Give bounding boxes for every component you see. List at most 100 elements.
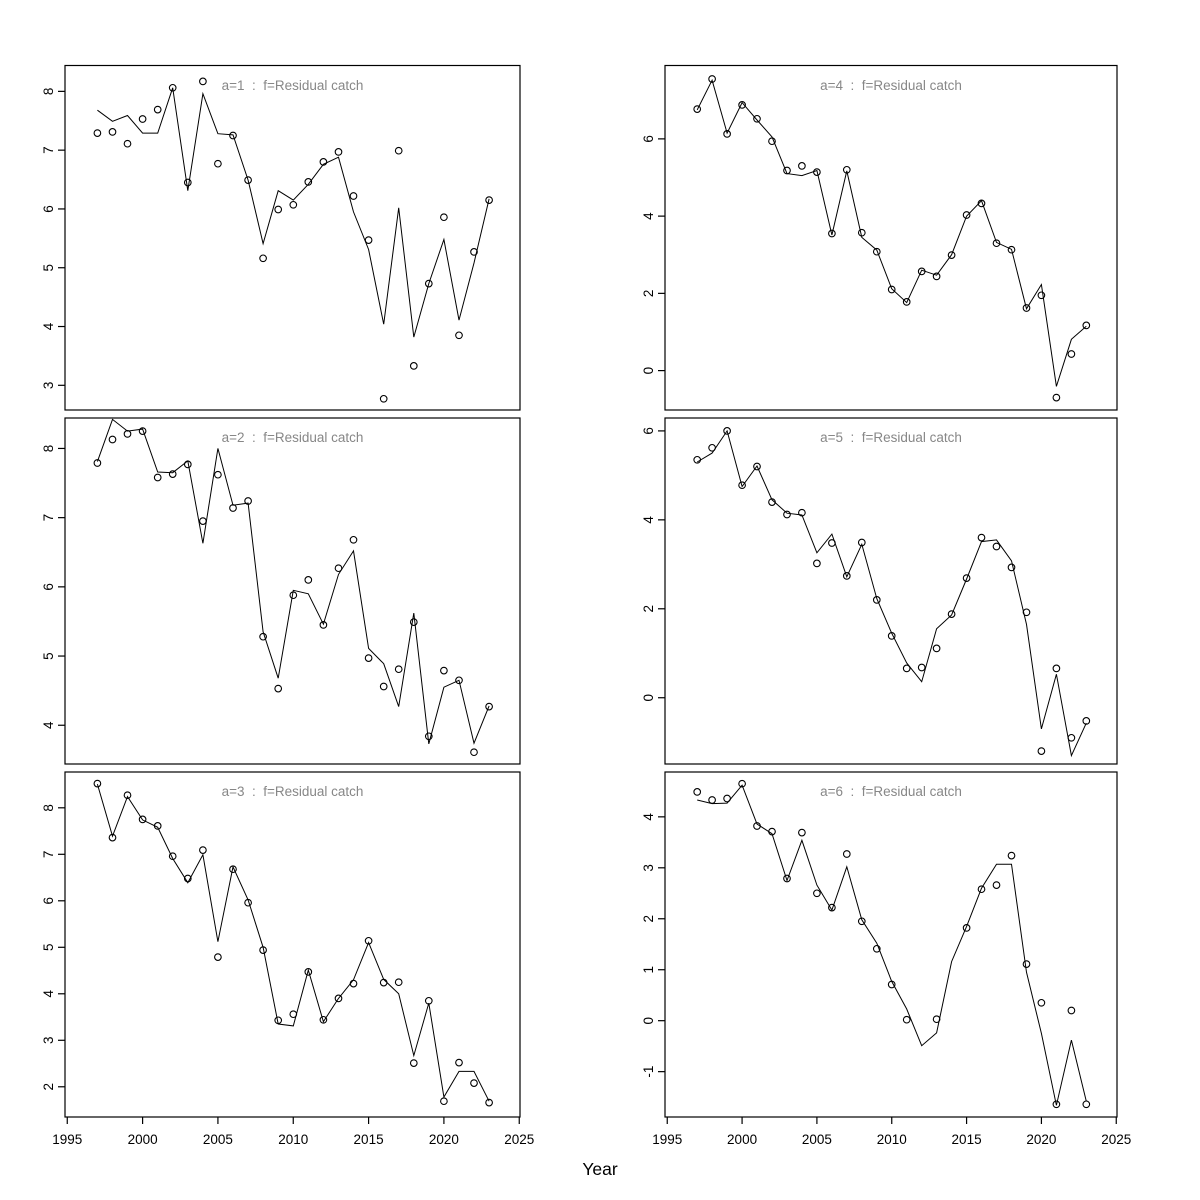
observed-point: [783, 510, 791, 519]
observed-point: [199, 77, 207, 86]
y-tick-label: 2: [641, 290, 656, 298]
observed-point: [977, 199, 986, 208]
observed-point: [1022, 304, 1031, 312]
observed-point: [977, 533, 986, 542]
y-tick-label: 6: [641, 427, 656, 435]
observed-point: [93, 779, 102, 788]
observed-point: [93, 459, 102, 467]
observed-point: [199, 846, 207, 854]
observed-point: [153, 473, 162, 482]
observed-point: [349, 979, 358, 988]
observed-point: [244, 497, 252, 505]
observed-point: [828, 903, 836, 912]
observed-point: [1007, 851, 1016, 860]
observed-point: [440, 213, 448, 222]
observed-point: [183, 178, 192, 187]
observed-point: [123, 791, 132, 800]
observed-point: [455, 331, 463, 340]
observed-point: [1007, 563, 1016, 572]
panel-a5: 0 2 4 6: [641, 417, 1118, 765]
y-tick-label: 4: [41, 990, 56, 998]
observed-point: [470, 748, 478, 757]
observed-point: [485, 1098, 493, 1107]
observed-point: [379, 978, 388, 987]
observed-point: [723, 427, 731, 435]
observed-point: [394, 978, 403, 987]
observed-point: [887, 632, 896, 640]
y-tick-label: 8: [41, 445, 56, 453]
observed-point: [138, 427, 147, 435]
observed-point: [1082, 321, 1091, 330]
observed-point: [108, 833, 117, 842]
fitted-line: [696, 429, 1087, 758]
observed-point: [379, 394, 388, 403]
observed-point: [214, 953, 222, 961]
observed-point: [798, 162, 806, 170]
fitted-line: [96, 783, 490, 1102]
observed-point: [123, 139, 132, 148]
observed-point: [334, 994, 343, 1003]
observed-point: [753, 114, 761, 123]
observed-point: [798, 508, 806, 517]
observed-point: [183, 874, 192, 883]
y-tick-label: 6: [41, 583, 56, 591]
observed-point: [440, 666, 448, 675]
observed-point: [693, 455, 702, 464]
x-tick-label: 2010: [877, 1132, 907, 1147]
observed-point: [917, 663, 926, 672]
observed-point: [319, 158, 328, 166]
observed-point: [199, 517, 207, 525]
fitted-line: [97, 87, 490, 338]
observed-point: [244, 176, 252, 184]
y-tick-label: 0: [641, 1017, 656, 1025]
y-tick-label: 2: [641, 605, 656, 613]
observed-point: [962, 211, 971, 219]
y-tick-label: 4: [41, 322, 56, 330]
observed-point: [394, 146, 403, 155]
panel-a1: 3 4 5 6 7 8: [41, 64, 521, 411]
x-tick-label: 2020: [1026, 1132, 1056, 1147]
observed-point: [932, 1015, 941, 1024]
panel-title-a5: a=5 : f=Residual catch: [820, 430, 962, 445]
observed-point: [440, 1097, 448, 1106]
y-tick-label: 5: [41, 944, 56, 952]
observed-point: [1052, 393, 1061, 402]
observed-point: [364, 654, 373, 662]
observed-point: [289, 591, 298, 600]
y-tick-label: 7: [41, 146, 56, 154]
observed-point: [409, 618, 418, 626]
panel-title-a4: a=4 : f=Residual catch: [820, 77, 962, 93]
y-tick-label: 0: [641, 367, 656, 375]
observed-point: [274, 684, 283, 693]
observed-point: [783, 874, 791, 883]
x-tick-label: 1995: [652, 1132, 682, 1147]
observed-point: [229, 131, 237, 140]
panel-box: [64, 771, 521, 1118]
observed-point: [394, 665, 403, 674]
observed-point: [455, 1058, 463, 1067]
observed-point: [364, 236, 373, 244]
x-axis-label: Year: [582, 1159, 618, 1179]
y-tick-label: 3: [641, 864, 656, 872]
observed-point: [1022, 960, 1031, 968]
y-tick-label: 3: [41, 382, 56, 390]
y-tick-label: 0: [641, 694, 656, 702]
observed-point: [334, 148, 343, 156]
x-tick-label: 2015: [952, 1132, 982, 1147]
observed-point: [138, 115, 147, 123]
observed-point: [947, 610, 956, 618]
observed-point: [872, 944, 881, 953]
observed-point: [813, 559, 821, 568]
observed-point: [1037, 291, 1046, 300]
y-tick-label: 6: [41, 897, 56, 905]
panel-box: [64, 417, 521, 765]
observed-point: [693, 105, 702, 113]
observed-point: [872, 596, 881, 604]
observed-point: [168, 470, 177, 478]
y-tick-label: 5: [41, 652, 56, 660]
panel-box: [664, 417, 1118, 765]
y-tick-label: 5: [41, 264, 56, 272]
observed-point: [470, 248, 478, 256]
